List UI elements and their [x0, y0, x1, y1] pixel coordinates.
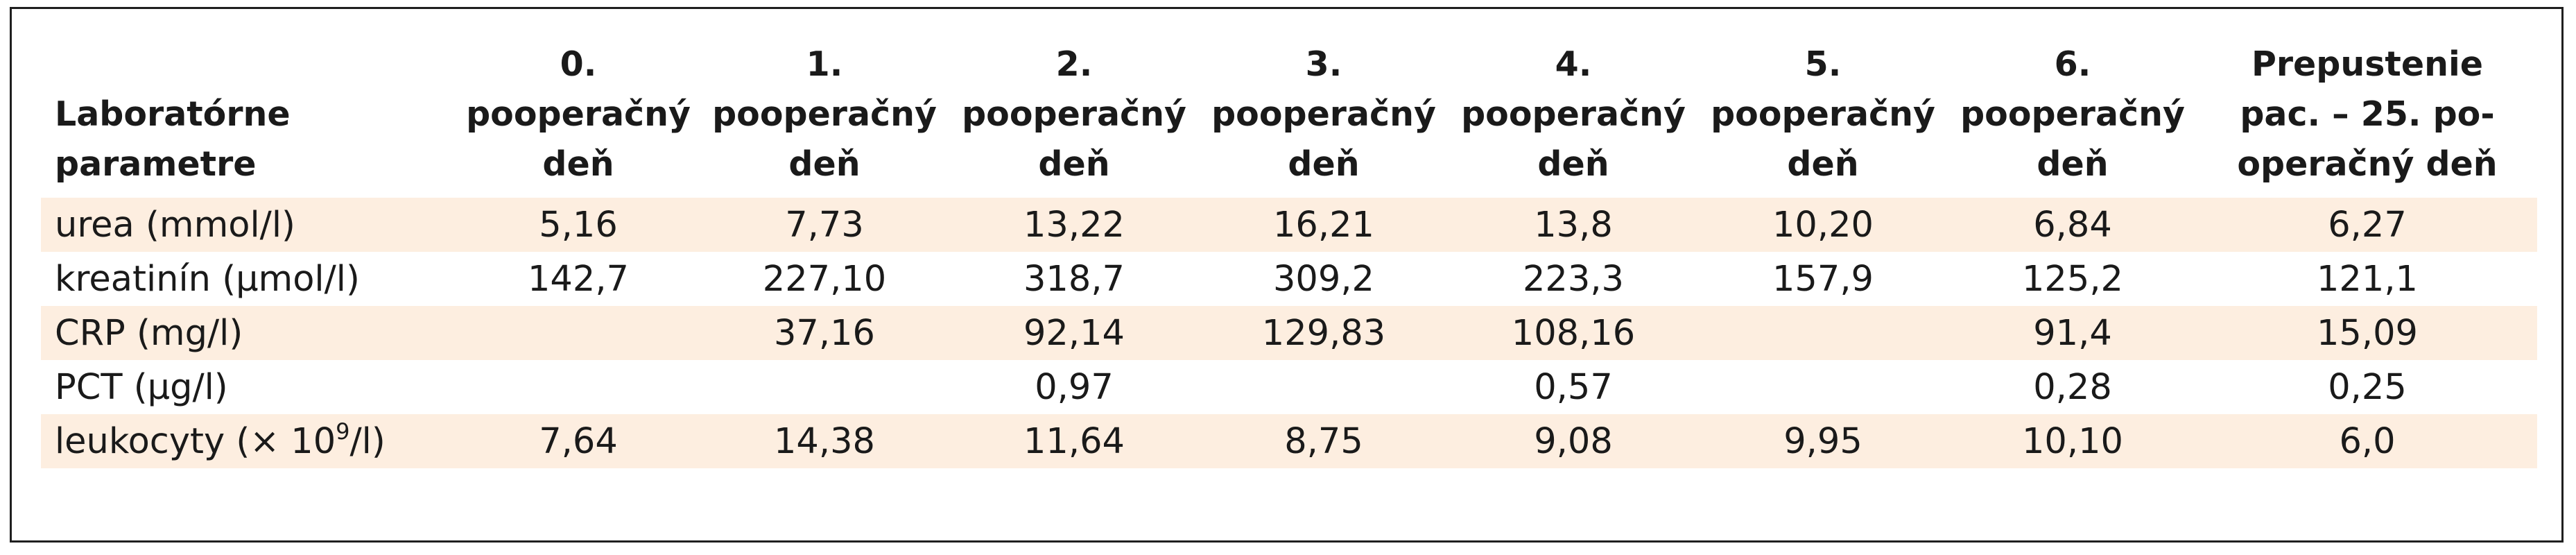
row-label: kreatinín (µmol/l)	[55, 258, 360, 300]
header-day-5: 5. pooperačný deň	[1711, 44, 1935, 184]
table-cell: 14,38	[700, 414, 949, 468]
table-cell: 16,21	[1199, 198, 1449, 252]
table-cell: 37,16	[700, 306, 949, 360]
table-row-kreatinin: kreatinín (µmol/l) 142,7 227,10 318,7 30…	[41, 252, 2537, 306]
table-cell: 6,0	[2197, 414, 2537, 468]
header-day-3: 3. pooperačný deň	[1211, 44, 1436, 184]
header-day-4: 4. pooperačný deň	[1461, 44, 1686, 184]
table-cell: 108,16	[1449, 306, 1698, 360]
header-parameters: Laboratórne parametre	[55, 94, 291, 184]
table-cell	[457, 360, 700, 414]
table-row-leukocyty: leukocyty (× 109/l) 7,64 14,38 11,64 8,7…	[41, 414, 2537, 468]
table-cell: 13,22	[949, 198, 1199, 252]
table-cell: 0,25	[2328, 366, 2407, 408]
table-cell	[457, 306, 700, 360]
table-row-crp: CRP (mg/l) 37,16 92,14 129,83 108,16 91,…	[41, 306, 2537, 360]
table-row-pct: PCT (µg/l) 0,97 0,57 0,28 0,25	[41, 360, 2537, 414]
table-cell: 8,75	[1199, 414, 1449, 468]
table-frame: Laboratórne parametre 0. pooperačný deň …	[10, 7, 2564, 543]
row-label: leukocyty (× 109/l)	[41, 414, 457, 468]
table-cell	[1698, 306, 1948, 360]
table-cell	[1199, 360, 1449, 414]
table-cell: 7,64	[457, 414, 700, 468]
label-prefix: leukocyty (× 10	[55, 420, 336, 462]
table-cell	[700, 360, 949, 414]
table-cell: 142,7	[527, 258, 629, 300]
header-discharge: Prepustenie pac. – 25. po- operačný deň	[2237, 44, 2498, 184]
label-suffix: /l)	[349, 420, 386, 462]
table-cell: 10,10	[1948, 414, 2197, 468]
header-day-2: 2. pooperačný deň	[962, 44, 1186, 184]
table-cell: 125,2	[2021, 258, 2123, 300]
table-cell: 9,08	[1449, 414, 1698, 468]
header-row: Laboratórne parametre 0. pooperačný deň …	[41, 40, 2537, 198]
row-label: urea (mmol/l)	[41, 198, 457, 252]
row-label: CRP (mg/l)	[41, 306, 457, 360]
table-cell: 0,57	[1534, 366, 1613, 408]
lab-parameters-table: Laboratórne parametre 0. pooperačný deň …	[41, 40, 2537, 468]
table-cell: 129,83	[1199, 306, 1449, 360]
table-cell: 7,73	[700, 198, 949, 252]
table-cell: 121,1	[2316, 258, 2418, 300]
header-day-6: 6. pooperačný deň	[1960, 44, 2185, 184]
table-cell: 157,9	[1772, 258, 1874, 300]
table-cell: 15,09	[2197, 306, 2537, 360]
table-cell: 0,97	[1035, 366, 1114, 408]
table-cell: 91,4	[1948, 306, 2197, 360]
table-cell: 13,8	[1449, 198, 1698, 252]
table-cell: 227,10	[762, 258, 887, 300]
table-cell: 10,20	[1698, 198, 1948, 252]
table-cell: 11,64	[949, 414, 1199, 468]
table-cell: 318,7	[1023, 258, 1125, 300]
table-cell: 223,3	[1522, 258, 1624, 300]
table-cell: 92,14	[949, 306, 1199, 360]
label-exponent: 9	[336, 418, 350, 445]
table-cell: 6,84	[1948, 198, 2197, 252]
table-cell: 5,16	[457, 198, 700, 252]
table-row-urea: urea (mmol/l) 5,16 7,73 13,22 16,21 13,8…	[41, 198, 2537, 252]
table-cell: 9,95	[1698, 414, 1948, 468]
table-cell	[1698, 360, 1948, 414]
row-label: PCT (µg/l)	[55, 366, 228, 408]
table-cell: 0,28	[2033, 366, 2112, 408]
table-cell: 6,27	[2197, 198, 2537, 252]
header-day-1: 1. pooperačný deň	[712, 44, 937, 184]
table-cell: 309,2	[1272, 258, 1374, 300]
header-day-0: 0. pooperačný deň	[466, 44, 691, 184]
